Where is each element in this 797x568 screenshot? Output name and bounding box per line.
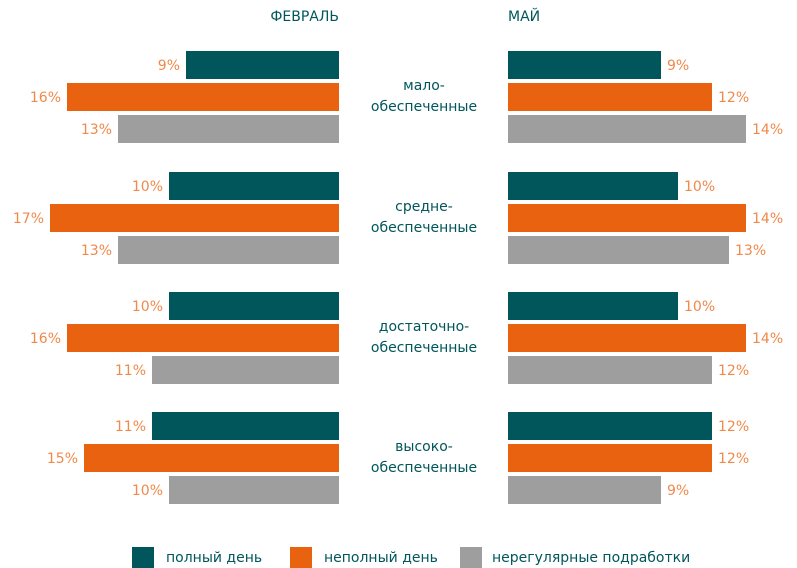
value-label: 12% xyxy=(718,363,749,379)
value-label: 14% xyxy=(752,331,783,347)
bar xyxy=(508,324,746,352)
bar xyxy=(169,172,339,200)
value-label: 12% xyxy=(718,90,749,106)
bar xyxy=(67,324,339,352)
bar xyxy=(508,51,661,79)
value-label: 17% xyxy=(13,211,44,227)
value-label: 12% xyxy=(718,419,749,435)
value-label: 11% xyxy=(115,419,146,435)
category-label: высоко- обеспеченные xyxy=(370,439,478,476)
bar xyxy=(50,204,339,232)
bar xyxy=(169,476,339,504)
bar xyxy=(508,412,712,440)
value-label: 14% xyxy=(752,211,783,227)
value-label: 13% xyxy=(81,243,112,259)
value-label: 11% xyxy=(115,363,146,379)
bar xyxy=(508,172,678,200)
category-label: мало- обеспеченные xyxy=(370,78,478,115)
value-label: 9% xyxy=(667,483,689,499)
bar xyxy=(84,444,339,472)
bar xyxy=(508,292,678,320)
category-label: достаточно- обеспеченные xyxy=(370,319,478,356)
value-label: 13% xyxy=(735,243,766,259)
panel-title: МАЙ xyxy=(508,7,540,25)
value-label: 13% xyxy=(81,122,112,138)
bar xyxy=(67,83,339,111)
bar xyxy=(118,236,339,264)
bar xyxy=(152,356,339,384)
value-label: 12% xyxy=(718,451,749,467)
legend-label: неполный день xyxy=(324,550,438,566)
bar xyxy=(508,476,661,504)
legend-swatch xyxy=(132,547,154,568)
category-label: средне- обеспеченные xyxy=(370,199,478,236)
value-label: 10% xyxy=(132,299,163,315)
value-label: 10% xyxy=(684,299,715,315)
bar xyxy=(152,412,339,440)
bar xyxy=(186,51,339,79)
legend-label: полный день xyxy=(166,550,262,566)
value-label: 10% xyxy=(684,179,715,195)
bar xyxy=(508,236,729,264)
legend-swatch xyxy=(290,547,312,568)
bar xyxy=(508,356,712,384)
legend-swatch xyxy=(460,547,482,568)
value-label: 9% xyxy=(667,58,689,74)
bar xyxy=(508,83,712,111)
bar xyxy=(118,115,339,143)
value-label: 16% xyxy=(30,331,61,347)
value-label: 15% xyxy=(47,451,78,467)
bar xyxy=(508,444,712,472)
value-label: 10% xyxy=(132,483,163,499)
legend-label: нерегулярные подработки xyxy=(492,550,690,566)
value-label: 9% xyxy=(158,58,180,74)
panel-title: ФЕВРАЛЬ xyxy=(270,9,339,25)
value-label: 10% xyxy=(132,179,163,195)
bar xyxy=(508,204,746,232)
bar xyxy=(508,115,746,143)
bar xyxy=(169,292,339,320)
value-label: 14% xyxy=(752,122,783,138)
value-label: 16% xyxy=(30,90,61,106)
